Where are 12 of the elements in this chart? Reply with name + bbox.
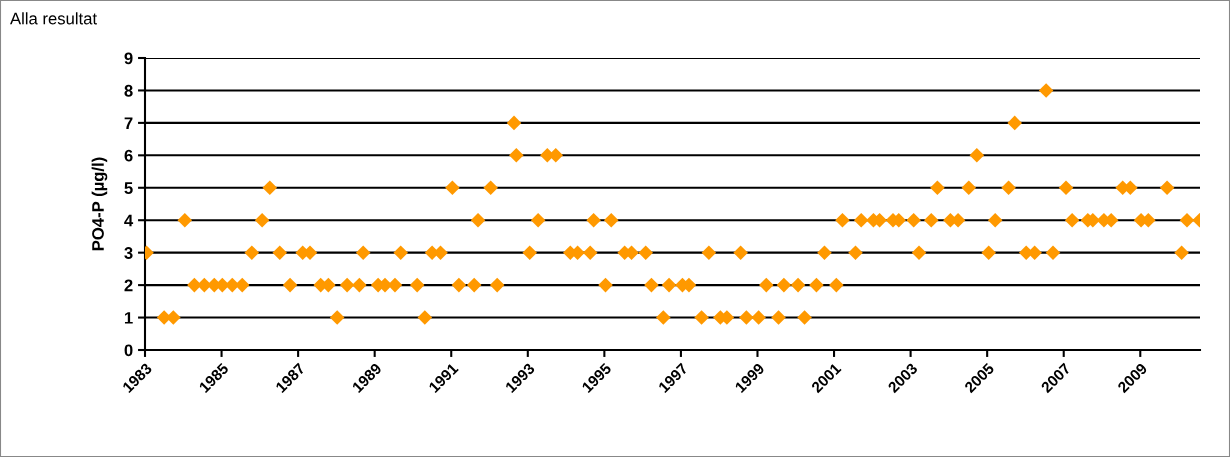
y-axis-title: PO4-P (µg/l) — [91, 157, 108, 251]
y-tick-label: 4 — [124, 214, 134, 227]
y-tick-label: 5 — [124, 182, 133, 194]
y-tick-label: 0 — [124, 344, 133, 357]
y-tick-label: 6 — [124, 149, 133, 162]
y-tick-label: 3 — [124, 247, 133, 259]
y-tick-label: 9 — [124, 52, 133, 65]
chart-title: Alla resultat — [10, 12, 97, 25]
y-tick-label: 7 — [124, 117, 133, 129]
y-tick-label: 2 — [124, 279, 133, 292]
y-tick-label: 8 — [124, 84, 133, 97]
y-tick-label: 1 — [124, 312, 133, 324]
